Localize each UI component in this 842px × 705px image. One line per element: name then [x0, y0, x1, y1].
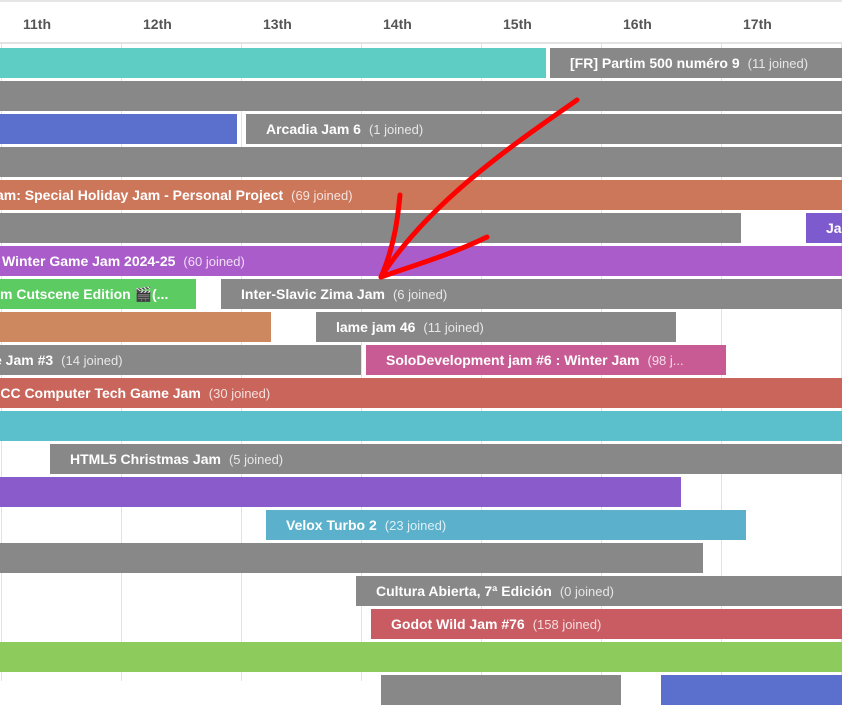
jam-label: Winter Game Jam 2024-25 (60 joined) [2, 246, 245, 276]
jam-label: Arcadia Jam 6 (1 joined) [266, 114, 423, 144]
jam-bar[interactable] [0, 642, 842, 672]
day-gridline [721, 0, 722, 681]
jam-bar[interactable] [0, 48, 546, 78]
jam-bar[interactable]: Inter-Slavic Zima Jam (6 joined) [221, 279, 842, 309]
day-label: 11th [23, 16, 52, 32]
jam-bar[interactable] [0, 477, 681, 507]
jam-title: e Jam #3 [0, 352, 54, 368]
jam-bar[interactable]: HTML5 Christmas Jam (5 joined) [50, 444, 842, 474]
calendar-header: 11th 12th 13th 14th 15th 16th 17th [0, 0, 842, 44]
jam-bar[interactable]: SCC Computer Tech Game Jam (30 joined) [0, 378, 842, 408]
jam-label: Godot Wild Jam #76 (158 joined) [391, 609, 601, 639]
jam-label: [FR] Partim 500 numéro 9 (11 joined) [570, 48, 808, 78]
jam-joined-count: (0 joined) [559, 584, 615, 599]
day-label: 17th [743, 16, 772, 32]
jam-title: SCC Computer Tech Game Jam [0, 385, 201, 401]
jam-bar[interactable]: e Jam #3 (14 joined) [0, 345, 361, 375]
jam-bar[interactable] [0, 114, 237, 144]
jam-bar[interactable] [381, 675, 621, 705]
jam-bar[interactable]: SoloDevelopment jam #6 : Winter Jam (98 j… [366, 345, 726, 375]
jam-joined-count: (11 joined) [423, 320, 484, 335]
jam-title: SoloDevelopment jam #6 : Winter Jam [386, 352, 640, 368]
jam-title: Cultura Abierta, 7ª Edición [376, 583, 552, 599]
jam-title: Inter-Slavic Zima Jam [241, 286, 385, 302]
jam-joined-count: (158 joined) [532, 617, 602, 632]
day-label: 13th [263, 16, 292, 32]
jam-label: lame jam 46 (11 joined) [336, 312, 484, 342]
jam-joined-count: (60 joined) [183, 254, 245, 269]
jam-title: Arcadia Jam 6 [266, 121, 361, 137]
jam-title: Godot Wild Jam #76 [391, 616, 525, 632]
jam-bar[interactable] [0, 543, 703, 573]
jam-title: m Cutscene Edition 🎬(... [0, 286, 169, 302]
day-label: 16th [623, 16, 652, 32]
jam-joined-count: (1 joined) [368, 122, 424, 137]
jam-joined-count: (98 j... [647, 353, 684, 368]
jam-bar[interactable] [0, 312, 271, 342]
jam-joined-count: (69 joined) [291, 188, 353, 203]
jam-bar[interactable]: [FR] Partim 500 numéro 9 (11 joined) [550, 48, 842, 78]
jam-title: lame jam 46 [336, 319, 416, 335]
jam-bar[interactable]: Ja [806, 213, 842, 243]
jam-label: Inter-Slavic Zima Jam (6 joined) [241, 279, 447, 309]
jam-label: SCC Computer Tech Game Jam (30 joined) [0, 378, 270, 408]
jam-joined-count: (11 joined) [747, 56, 809, 71]
jam-title: HTML5 Christmas Jam [70, 451, 221, 467]
jam-joined-count: (5 joined) [228, 452, 284, 467]
jam-title: am: Special Holiday Jam - Personal Proje… [0, 187, 284, 203]
day-label: 15th [503, 16, 532, 32]
jam-bar[interactable]: am: Special Holiday Jam - Personal Proje… [0, 180, 842, 210]
jam-label: Cultura Abierta, 7ª Edición (0 joined) [376, 576, 614, 606]
jam-label: Velox Turbo 2 (23 joined) [286, 510, 446, 540]
jam-bar[interactable]: m Cutscene Edition 🎬(... [0, 279, 196, 309]
day-label: 14th [383, 16, 412, 32]
jam-bar[interactable]: Velox Turbo 2 (23 joined) [266, 510, 746, 540]
jam-joined-count: (30 joined) [208, 386, 271, 401]
jam-bar[interactable]: Arcadia Jam 6 (1 joined) [246, 114, 842, 144]
jam-title: Velox Turbo 2 [286, 517, 377, 533]
jam-bar[interactable] [0, 81, 842, 111]
jam-bar[interactable]: Godot Wild Jam #76 (158 joined) [371, 609, 842, 639]
jam-label: am: Special Holiday Jam - Personal Proje… [0, 180, 353, 210]
jam-bar[interactable] [0, 147, 842, 177]
jam-bar[interactable]: lame jam 46 (11 joined) [316, 312, 676, 342]
jam-title: [FR] Partim 500 numéro 9 [570, 55, 740, 71]
jam-label: HTML5 Christmas Jam (5 joined) [70, 444, 283, 474]
jam-label: SoloDevelopment jam #6 : Winter Jam (98 j… [386, 345, 684, 375]
jam-label: e Jam #3 (14 joined) [0, 345, 123, 375]
jam-title: Winter Game Jam 2024-25 [2, 253, 176, 269]
jam-bar[interactable] [0, 411, 842, 441]
jam-title: Ja [826, 220, 842, 236]
jam-label: Ja [826, 213, 842, 243]
jam-bar[interactable] [661, 675, 842, 705]
jam-joined-count: (23 joined) [384, 518, 447, 533]
jam-label: m Cutscene Edition 🎬(... [0, 279, 168, 309]
jam-bar[interactable]: Winter Game Jam 2024-25 (60 joined) [0, 246, 842, 276]
jam-joined-count: (14 joined) [61, 353, 123, 368]
day-label: 12th [143, 16, 172, 32]
jam-joined-count: (6 joined) [392, 287, 448, 302]
jam-bar[interactable]: Cultura Abierta, 7ª Edición (0 joined) [356, 576, 842, 606]
jam-bar[interactable] [0, 213, 741, 243]
